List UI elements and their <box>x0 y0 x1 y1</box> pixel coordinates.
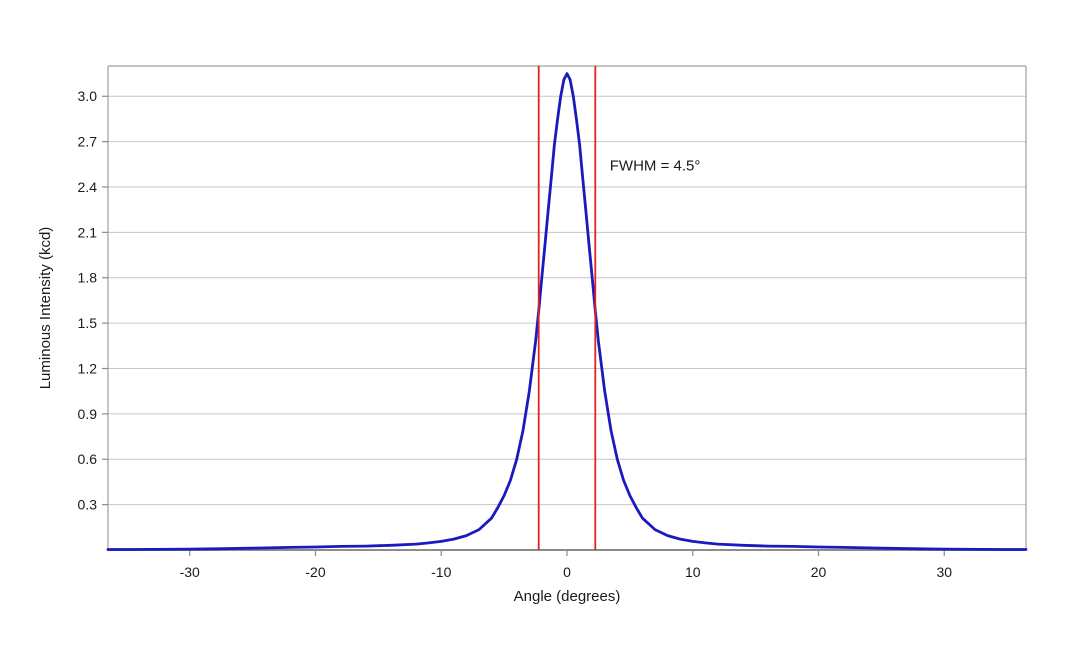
y-tick-label: 1.8 <box>78 270 98 286</box>
y-tick-label: 1.2 <box>78 360 98 376</box>
y-axis-title: Luminous Intensity (kcd) <box>37 227 54 390</box>
axis-ticks <box>102 95 945 556</box>
y-tick-label: 0.9 <box>78 406 98 422</box>
y-tick-label: 2.7 <box>78 134 98 150</box>
fwhm-marker-lines <box>537 66 597 550</box>
y-tick-label: 3.0 <box>78 88 98 104</box>
x-tick-label: -20 <box>305 564 325 580</box>
x-tick-label: 20 <box>811 564 827 580</box>
x-tick-label: 10 <box>685 564 701 580</box>
y-tick-label: 2.1 <box>78 224 98 240</box>
axis-tick-labels: 0.3 0.6 0.9 1.2 1.5 1.8 2.1 2.4 2.7 3.0 -30 -20 -10 0… <box>78 88 953 580</box>
y-tick-label: 2.4 <box>78 179 98 195</box>
gridlines <box>108 95 1026 506</box>
intensity-curve <box>106 72 1028 551</box>
x-tick-label: 0 <box>563 564 571 580</box>
y-tick-label: 0.6 <box>78 451 98 467</box>
fwhm-annotation: FWHM = 4.5° <box>610 157 701 174</box>
y-tick-label: 0.3 <box>78 497 98 513</box>
x-tick-label: -30 <box>180 564 200 580</box>
plot-border <box>107 65 1027 551</box>
x-axis-title: Angle (degrees) <box>514 588 621 605</box>
x-tick-label: -10 <box>431 564 451 580</box>
x-tick-label: 30 <box>936 564 952 580</box>
y-tick-label: 1.5 <box>78 315 98 331</box>
